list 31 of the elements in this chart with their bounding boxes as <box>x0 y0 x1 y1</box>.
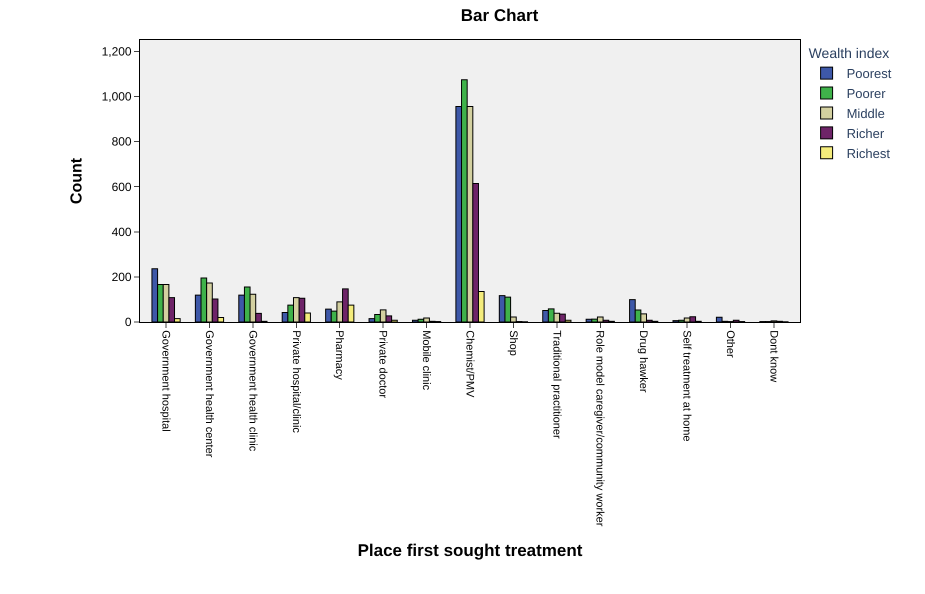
y-tick-label: 600 <box>112 180 132 194</box>
y-tick-label: 800 <box>112 134 132 149</box>
x-tick-label: Chemist/PMV <box>463 330 476 398</box>
legend-label: Richest <box>846 146 890 161</box>
y-axis-title: Count <box>68 157 86 204</box>
x-tick-label: Shop <box>506 330 519 356</box>
legend-title: Wealth index <box>808 45 890 62</box>
legend-label: Poorest <box>846 66 892 82</box>
x-tick-label: Government health clinic <box>246 330 258 452</box>
legend-label: Poorer <box>846 86 886 102</box>
x-tick-label: Private doctor <box>376 330 389 398</box>
y-tick-label: 400 <box>112 224 132 239</box>
x-axis-title: Place first sought treatment <box>358 541 583 560</box>
legend-label: Middle <box>846 106 885 122</box>
x-tick-label: Role model caregiver/community worker <box>594 330 606 527</box>
x-tick-label: Pharmacy <box>333 330 346 380</box>
x-tick-label: Other <box>724 330 736 358</box>
y-tick-label: 0 <box>124 315 132 330</box>
x-tick-label: Traditional practitioner <box>550 330 562 439</box>
y-tick-label: 1,000 <box>102 90 132 104</box>
x-tick-label: Private hospital/clinic <box>290 330 302 434</box>
x-tick-label: Dont know <box>767 330 780 382</box>
legend-label: Richer <box>846 126 885 141</box>
x-tick-label: Drug hawker <box>637 330 650 393</box>
y-tick-label: 1,200 <box>102 44 132 58</box>
x-tick-label: Mobile clinic <box>420 330 432 391</box>
chart-title: Bar Chart <box>460 6 539 25</box>
x-tick-label: Government hospital <box>159 330 172 432</box>
y-tick-label: 200 <box>112 270 132 284</box>
x-tick-label: Self treatment at home <box>680 330 693 442</box>
x-tick-label: Government health center <box>202 330 215 458</box>
